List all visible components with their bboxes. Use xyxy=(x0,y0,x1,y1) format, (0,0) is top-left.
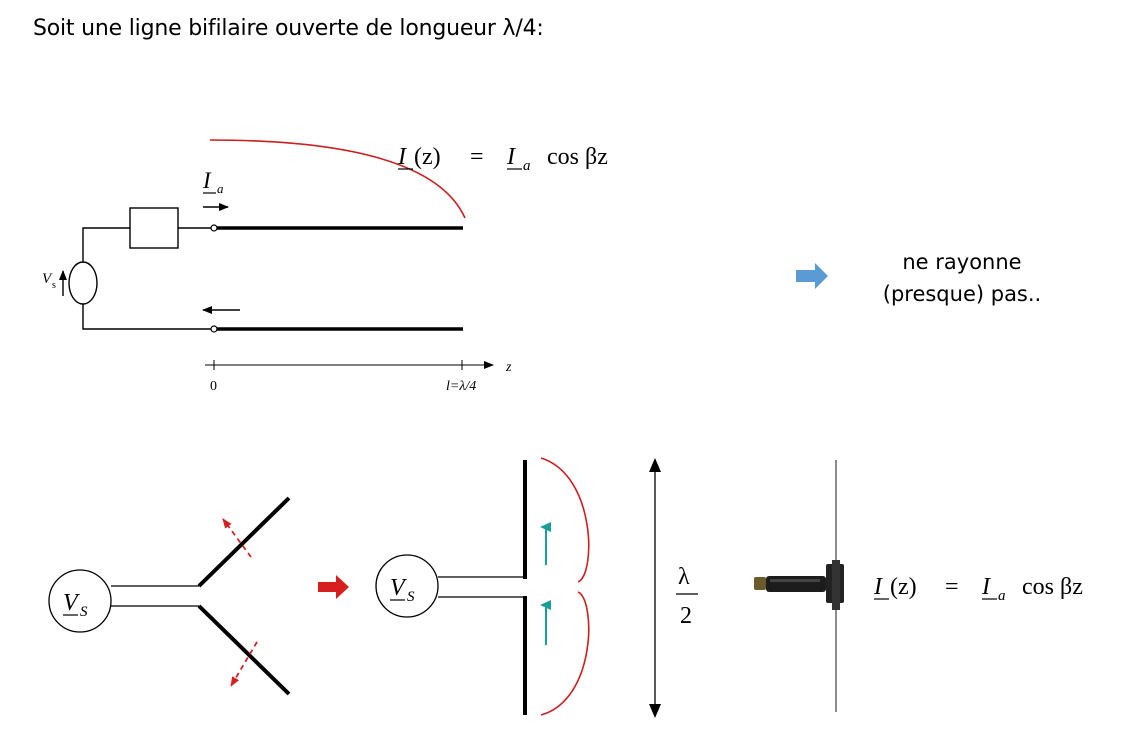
svg-text:V: V xyxy=(63,590,80,616)
svg-text:a: a xyxy=(217,181,224,196)
svg-text:cos βz: cos βz xyxy=(1022,574,1083,600)
dipole-antenna-photo xyxy=(754,460,844,712)
half-wavelength-dimension: λ 2 xyxy=(649,458,698,718)
svg-text:(z): (z) xyxy=(414,144,441,170)
svg-text:=: = xyxy=(470,144,484,170)
svg-text:0: 0 xyxy=(210,379,217,394)
svg-text:V: V xyxy=(390,575,407,601)
terminal-bottom xyxy=(211,326,217,332)
dipole-current-curve-top xyxy=(541,458,589,582)
svg-text:I: I xyxy=(981,574,991,600)
source-impedance-box xyxy=(130,208,178,248)
terminal-top xyxy=(211,225,217,231)
flared-line-figure: V S xyxy=(49,498,289,694)
svg-text:a: a xyxy=(998,588,1006,604)
svg-text:s: s xyxy=(52,280,56,291)
transmission-line-figure: I (z) = I a cos βz I a V s xyxy=(42,140,608,394)
dipole-figure: V S xyxy=(376,458,589,715)
voltage-source-circle-1 xyxy=(49,570,111,632)
input-current-label: I a xyxy=(202,168,228,207)
svg-text:I: I xyxy=(873,574,883,600)
svg-text:I: I xyxy=(397,144,407,170)
svg-text:cos βz: cos βz xyxy=(547,144,608,170)
blue-implication-arrow xyxy=(796,263,828,289)
radiation-statement-line1: ne rayonne xyxy=(862,246,1062,278)
svg-text:l=λ/4: l=λ/4 xyxy=(446,379,476,394)
voltage-source-label: V s xyxy=(42,271,56,291)
voltage-source-symbol xyxy=(69,262,97,304)
svg-text:2: 2 xyxy=(680,603,692,629)
svg-text:λ: λ xyxy=(678,564,690,590)
svg-text:S: S xyxy=(80,604,88,620)
source-circuit xyxy=(63,208,211,329)
voltage-source-circle-2 xyxy=(376,555,438,617)
current-equation: I (z) = I a cos βz xyxy=(397,144,608,174)
svg-text:a: a xyxy=(523,158,531,174)
dipole-current-equation: I (z) = I a cos βz xyxy=(873,574,1083,604)
svg-text:I: I xyxy=(506,144,516,170)
z-axis: z 0 l=λ/4 xyxy=(205,360,512,394)
radiation-statement: ne rayonne (presque) pas.. xyxy=(862,246,1062,310)
svg-text:S: S xyxy=(407,589,415,605)
svg-text:z: z xyxy=(505,360,512,375)
radiation-statement-line2: (presque) pas.. xyxy=(862,278,1062,310)
svg-text:=: = xyxy=(945,574,959,600)
svg-text:I: I xyxy=(202,168,212,193)
red-transition-arrow xyxy=(318,575,349,599)
dipole-current-curve-bottom xyxy=(541,592,589,715)
svg-text:(z): (z) xyxy=(890,574,917,600)
